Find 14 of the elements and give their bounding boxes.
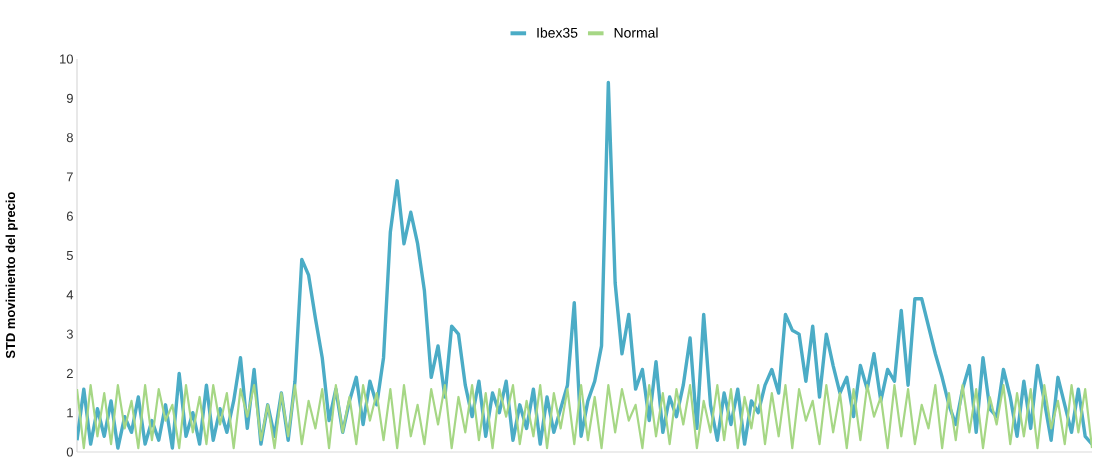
legend-label: Normal xyxy=(614,27,658,38)
y-tick-label: 6 xyxy=(66,211,73,221)
y-tick-label: 2 xyxy=(66,368,73,378)
legend-label: Ibex35 xyxy=(537,27,578,38)
y-tick-label: 8 xyxy=(66,133,73,143)
y-axis-title: STD movimiento del precio xyxy=(5,192,18,359)
y-tick-label: 0 xyxy=(66,447,73,457)
y-tick-label: 3 xyxy=(66,329,73,339)
y-tick-label: 1 xyxy=(67,408,73,418)
y-tick-label: 7 xyxy=(66,172,73,182)
y-tick-label: 10 xyxy=(60,54,73,64)
y-tick-label: 9 xyxy=(66,93,73,103)
y-tick-label: 4 xyxy=(66,290,74,300)
y-tick-label: 5 xyxy=(66,250,73,261)
